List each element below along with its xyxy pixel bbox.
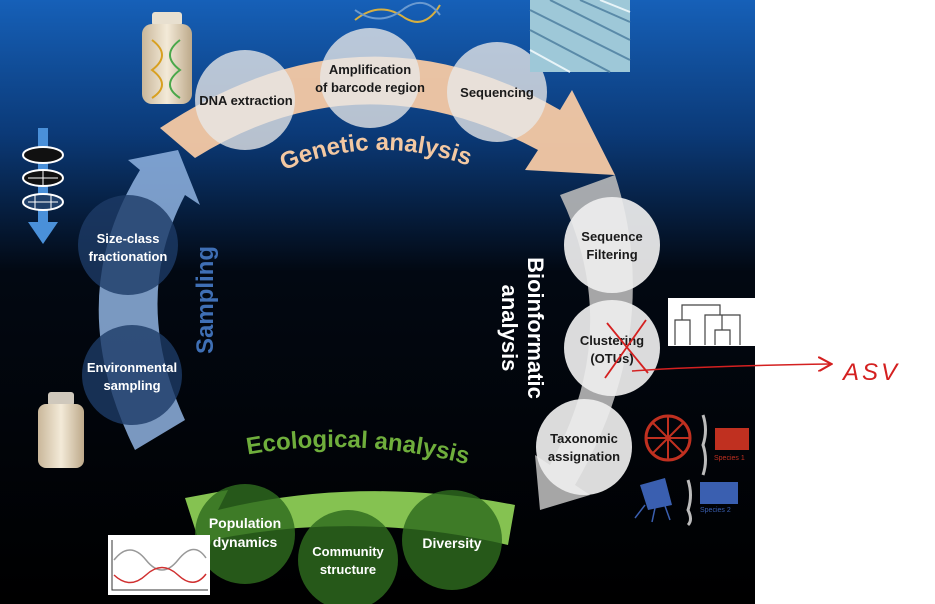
genetic-step-label: Sequencing bbox=[460, 85, 534, 100]
sampling-step-circle bbox=[82, 325, 182, 425]
species-label: Species 2 bbox=[700, 507, 731, 514]
bioinformatic-step-circle bbox=[564, 300, 660, 396]
annotation-arrow bbox=[631, 364, 830, 372]
genetic-step-circle bbox=[320, 28, 420, 128]
asv-label: ASV bbox=[841, 359, 900, 386]
genetic-step-label: of barcode region bbox=[315, 80, 425, 95]
sampling-step-label: fractionation bbox=[89, 249, 168, 264]
genetic-step-circle bbox=[447, 42, 547, 142]
sampling-step-label: Environmental bbox=[87, 360, 177, 375]
sampling-section: Size-class fractionation Environmental s… bbox=[78, 150, 219, 450]
bioinformatic-step-label: Taxonomic bbox=[550, 431, 618, 446]
species-illustrations: Species 1 Species 2 bbox=[634, 414, 749, 527]
bioinformatic-step-label: Sequence bbox=[581, 229, 642, 244]
bioinformatic-section-title: Bioinformatic bbox=[523, 257, 548, 399]
dna-strand-illustration bbox=[354, 1, 441, 23]
sampling-section-title: Sampling bbox=[192, 246, 219, 354]
sequencing-image bbox=[529, 0, 631, 73]
ecological-step-circle bbox=[402, 490, 502, 590]
genetic-analysis-section: DNA extraction Amplification of barcode … bbox=[160, 28, 615, 176]
ecological-step-label: Diversity bbox=[422, 535, 481, 551]
bioinformatic-section-title: analysis bbox=[497, 285, 522, 372]
ecological-step-circle bbox=[195, 484, 295, 584]
bioinformatic-step-circle bbox=[536, 399, 632, 495]
genetic-step-label: Amplification bbox=[329, 62, 411, 77]
bioinformatic-step-label: assignation bbox=[548, 449, 620, 464]
bioinformatic-step-label: (OTUs) bbox=[590, 351, 633, 366]
genetic-step-label: DNA extraction bbox=[199, 93, 292, 108]
ecological-step-label: dynamics bbox=[213, 534, 278, 550]
ecological-step-label: Population bbox=[209, 515, 281, 531]
ecological-step-label: structure bbox=[320, 562, 376, 577]
ecological-step-circle bbox=[298, 510, 398, 604]
bioinformatic-step-label: Filtering bbox=[586, 247, 637, 262]
sampling-step-label: sampling bbox=[103, 378, 160, 393]
bioinformatic-step-circle bbox=[564, 197, 660, 293]
dendrogram-illustration bbox=[668, 298, 758, 346]
asv-annotation: ASV bbox=[604, 319, 900, 386]
population-chart-illustration bbox=[108, 535, 210, 595]
strike-through-mark bbox=[604, 319, 649, 379]
sample-bottle-illustration bbox=[38, 392, 84, 468]
genetic-step-circle bbox=[195, 50, 295, 150]
sampling-step-label: Size-class bbox=[97, 231, 160, 246]
sampling-step-circle bbox=[78, 195, 178, 295]
species-label: Species 1 bbox=[714, 455, 745, 462]
filter-discs-illustration bbox=[22, 128, 64, 244]
bioinformatic-section: Sequence Filtering Clustering (OTUs) Tax… bbox=[497, 175, 660, 510]
ecological-step-label: Community bbox=[312, 544, 384, 559]
dna-bottle-illustration bbox=[142, 12, 192, 104]
